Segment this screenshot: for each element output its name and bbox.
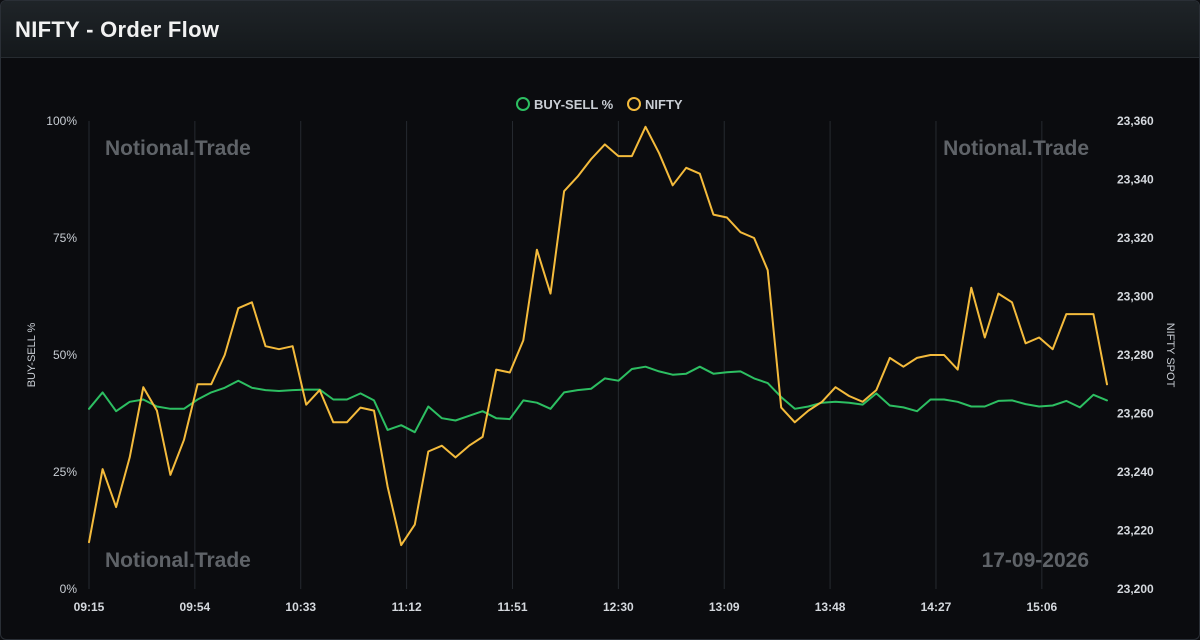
series-group [88, 125, 1108, 547]
page-title: NIFTY - Order Flow [15, 17, 220, 42]
y2-tick-label: 23,360 [1117, 114, 1154, 128]
y2-tick-label: 23,340 [1117, 173, 1154, 187]
watermark-top-right: Notional.Trade [943, 137, 1089, 160]
y2-tick-label: 23,260 [1117, 407, 1154, 421]
y-tick-label: 75% [53, 231, 77, 245]
legend-label-nifty[interactable]: NIFTY [645, 97, 683, 112]
x-tick-label: 14:27 [921, 600, 952, 614]
x-tick-label: 15:06 [1026, 600, 1057, 614]
series-line-buy-sell[interactable] [88, 365, 1108, 434]
x-tick-label: 13:09 [709, 600, 740, 614]
y-axis-label-left: BUY-SELL % [26, 322, 38, 387]
y2-tick-label: 23,300 [1117, 290, 1154, 304]
y-axis-right: 23,200 23,220 23,240 23,260 23,280 23,300 23,3… [1117, 114, 1154, 596]
grid-lines [88, 121, 1043, 589]
legend-label-buy-sell[interactable]: BUY-SELL % [534, 97, 614, 112]
title-bar: NIFTY - Order Flow [1, 1, 1199, 58]
y2-tick-label: 23,220 [1117, 524, 1154, 538]
x-tick-label: 11:12 [392, 600, 422, 614]
x-axis: 09:15 09:54 10:33 11:12 11:51 12:30 13:09 13:48… [74, 600, 1058, 614]
watermark-top-left: Notional.Trade [105, 137, 251, 160]
y-tick-label: 100% [46, 114, 77, 128]
x-tick-label: 10:33 [285, 600, 316, 614]
y-tick-label: 0% [60, 582, 78, 596]
y2-tick-label: 23,200 [1117, 582, 1154, 596]
x-tick-label: 09:54 [180, 600, 211, 614]
x-tick-label: 11:51 [497, 600, 527, 614]
x-tick-label: 09:15 [74, 600, 105, 614]
watermark-date: 17-09-2026 [982, 549, 1089, 572]
y-axis-label-right: NIFTY SPOT [1164, 323, 1176, 388]
y-axis-left: 0% 25% 50% 75% 100% [46, 114, 77, 596]
y2-tick-label: 23,320 [1117, 231, 1154, 245]
legend-marker-buy-sell[interactable] [516, 97, 530, 111]
x-tick-label: 12:30 [603, 600, 634, 614]
y2-tick-label: 23,280 [1117, 348, 1154, 362]
watermark-bottom-left: Notional.Trade [105, 549, 251, 572]
legend-marker-nifty[interactable] [627, 97, 641, 111]
y-tick-label: 50% [53, 348, 77, 362]
x-tick-label: 13:48 [815, 600, 846, 614]
y2-tick-label: 23,240 [1117, 465, 1154, 479]
y-tick-label: 25% [53, 465, 77, 479]
series-line-nifty[interactable] [88, 125, 1108, 547]
legend: BUY-SELL % NIFTY [516, 97, 683, 112]
